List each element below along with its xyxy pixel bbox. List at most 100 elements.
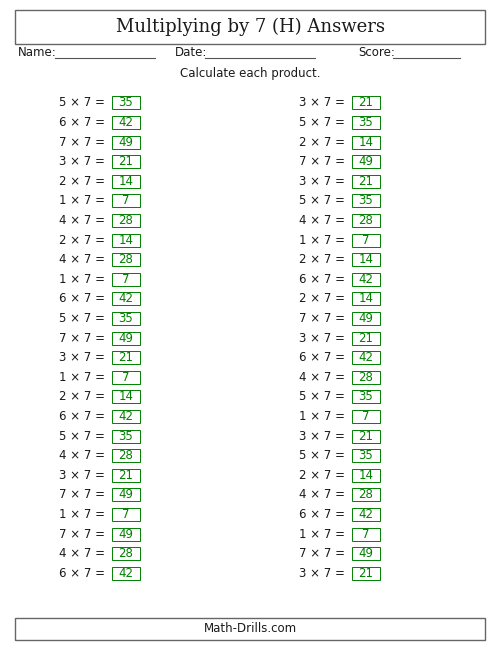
Text: 3 × 7 =: 3 × 7 =: [299, 331, 345, 344]
Text: 21: 21: [358, 96, 374, 109]
Text: 6 × 7 =: 6 × 7 =: [59, 116, 105, 129]
FancyBboxPatch shape: [112, 312, 140, 325]
FancyBboxPatch shape: [352, 253, 380, 266]
Text: 1 × 7 =: 1 × 7 =: [299, 234, 345, 247]
FancyBboxPatch shape: [352, 449, 380, 462]
Text: 7: 7: [362, 234, 370, 247]
Text: 4 × 7 =: 4 × 7 =: [299, 214, 345, 227]
FancyBboxPatch shape: [352, 567, 380, 580]
Text: 28: 28: [118, 449, 134, 462]
Text: 7 × 7 =: 7 × 7 =: [59, 135, 105, 149]
FancyBboxPatch shape: [15, 10, 485, 44]
FancyBboxPatch shape: [112, 371, 140, 384]
FancyBboxPatch shape: [352, 214, 380, 227]
Text: 6 × 7 =: 6 × 7 =: [299, 272, 345, 286]
Text: 7 × 7 =: 7 × 7 =: [299, 547, 345, 560]
FancyBboxPatch shape: [352, 488, 380, 501]
Text: 35: 35: [358, 116, 374, 129]
Text: 28: 28: [358, 488, 374, 501]
Text: 3 × 7 =: 3 × 7 =: [299, 96, 345, 109]
Text: 3 × 7 =: 3 × 7 =: [59, 351, 105, 364]
FancyBboxPatch shape: [352, 547, 380, 560]
Text: 28: 28: [118, 547, 134, 560]
Text: 49: 49: [358, 547, 374, 560]
FancyBboxPatch shape: [112, 135, 140, 149]
FancyBboxPatch shape: [352, 116, 380, 129]
Text: 7: 7: [122, 371, 130, 384]
Text: 14: 14: [118, 390, 134, 403]
Text: 21: 21: [118, 468, 134, 482]
FancyBboxPatch shape: [352, 155, 380, 168]
Text: 14: 14: [358, 468, 374, 482]
Text: 6 × 7 =: 6 × 7 =: [299, 508, 345, 521]
FancyBboxPatch shape: [112, 508, 140, 521]
Text: 1 × 7 =: 1 × 7 =: [59, 194, 105, 207]
Text: Score:: Score:: [358, 47, 395, 60]
FancyBboxPatch shape: [112, 390, 140, 403]
FancyBboxPatch shape: [112, 155, 140, 168]
Text: 5 × 7 =: 5 × 7 =: [59, 312, 105, 325]
FancyBboxPatch shape: [112, 116, 140, 129]
Text: 4 × 7 =: 4 × 7 =: [59, 449, 105, 462]
Text: 6 × 7 =: 6 × 7 =: [59, 410, 105, 423]
Text: 7 × 7 =: 7 × 7 =: [59, 331, 105, 344]
FancyBboxPatch shape: [112, 331, 140, 344]
Text: 14: 14: [358, 135, 374, 149]
Text: 14: 14: [358, 292, 374, 305]
FancyBboxPatch shape: [352, 430, 380, 443]
Text: 1 × 7 =: 1 × 7 =: [299, 527, 345, 540]
Text: 3 × 7 =: 3 × 7 =: [299, 430, 345, 443]
Text: 7: 7: [122, 508, 130, 521]
Text: 42: 42: [358, 508, 374, 521]
Text: 28: 28: [118, 214, 134, 227]
Text: 2 × 7 =: 2 × 7 =: [299, 135, 345, 149]
Text: 4 × 7 =: 4 × 7 =: [59, 547, 105, 560]
Text: 2 × 7 =: 2 × 7 =: [59, 234, 105, 247]
FancyBboxPatch shape: [112, 175, 140, 188]
FancyBboxPatch shape: [352, 312, 380, 325]
FancyBboxPatch shape: [112, 449, 140, 462]
Text: 3 × 7 =: 3 × 7 =: [299, 175, 345, 188]
Text: 4 × 7 =: 4 × 7 =: [299, 488, 345, 501]
FancyBboxPatch shape: [352, 331, 380, 344]
Text: 3 × 7 =: 3 × 7 =: [59, 468, 105, 482]
FancyBboxPatch shape: [352, 390, 380, 403]
Text: 21: 21: [358, 430, 374, 443]
Text: 35: 35: [118, 312, 134, 325]
Text: 49: 49: [118, 488, 134, 501]
Text: 7 × 7 =: 7 × 7 =: [299, 312, 345, 325]
Text: 35: 35: [118, 430, 134, 443]
FancyBboxPatch shape: [112, 214, 140, 227]
Text: 4 × 7 =: 4 × 7 =: [59, 253, 105, 266]
Text: 2 × 7 =: 2 × 7 =: [59, 175, 105, 188]
Text: 7: 7: [122, 272, 130, 286]
FancyBboxPatch shape: [352, 96, 380, 109]
Text: 2 × 7 =: 2 × 7 =: [299, 253, 345, 266]
FancyBboxPatch shape: [112, 430, 140, 443]
Text: 1 × 7 =: 1 × 7 =: [299, 410, 345, 423]
FancyBboxPatch shape: [112, 253, 140, 266]
Text: 42: 42: [118, 567, 134, 580]
Text: 21: 21: [118, 155, 134, 168]
Text: 1 × 7 =: 1 × 7 =: [59, 371, 105, 384]
Text: 3 × 7 =: 3 × 7 =: [299, 567, 345, 580]
FancyBboxPatch shape: [352, 194, 380, 207]
Text: 21: 21: [358, 567, 374, 580]
FancyBboxPatch shape: [352, 272, 380, 286]
Text: 7 × 7 =: 7 × 7 =: [59, 488, 105, 501]
Text: 42: 42: [118, 410, 134, 423]
FancyBboxPatch shape: [352, 234, 380, 247]
Text: 5 × 7 =: 5 × 7 =: [299, 194, 345, 207]
FancyBboxPatch shape: [112, 292, 140, 305]
Text: Name:: Name:: [18, 47, 57, 60]
Text: 49: 49: [358, 155, 374, 168]
FancyBboxPatch shape: [112, 547, 140, 560]
Text: 5 × 7 =: 5 × 7 =: [299, 449, 345, 462]
Text: 42: 42: [118, 116, 134, 129]
FancyBboxPatch shape: [352, 508, 380, 521]
Text: 6 × 7 =: 6 × 7 =: [59, 567, 105, 580]
FancyBboxPatch shape: [112, 567, 140, 580]
FancyBboxPatch shape: [112, 272, 140, 286]
FancyBboxPatch shape: [352, 527, 380, 540]
FancyBboxPatch shape: [112, 351, 140, 364]
